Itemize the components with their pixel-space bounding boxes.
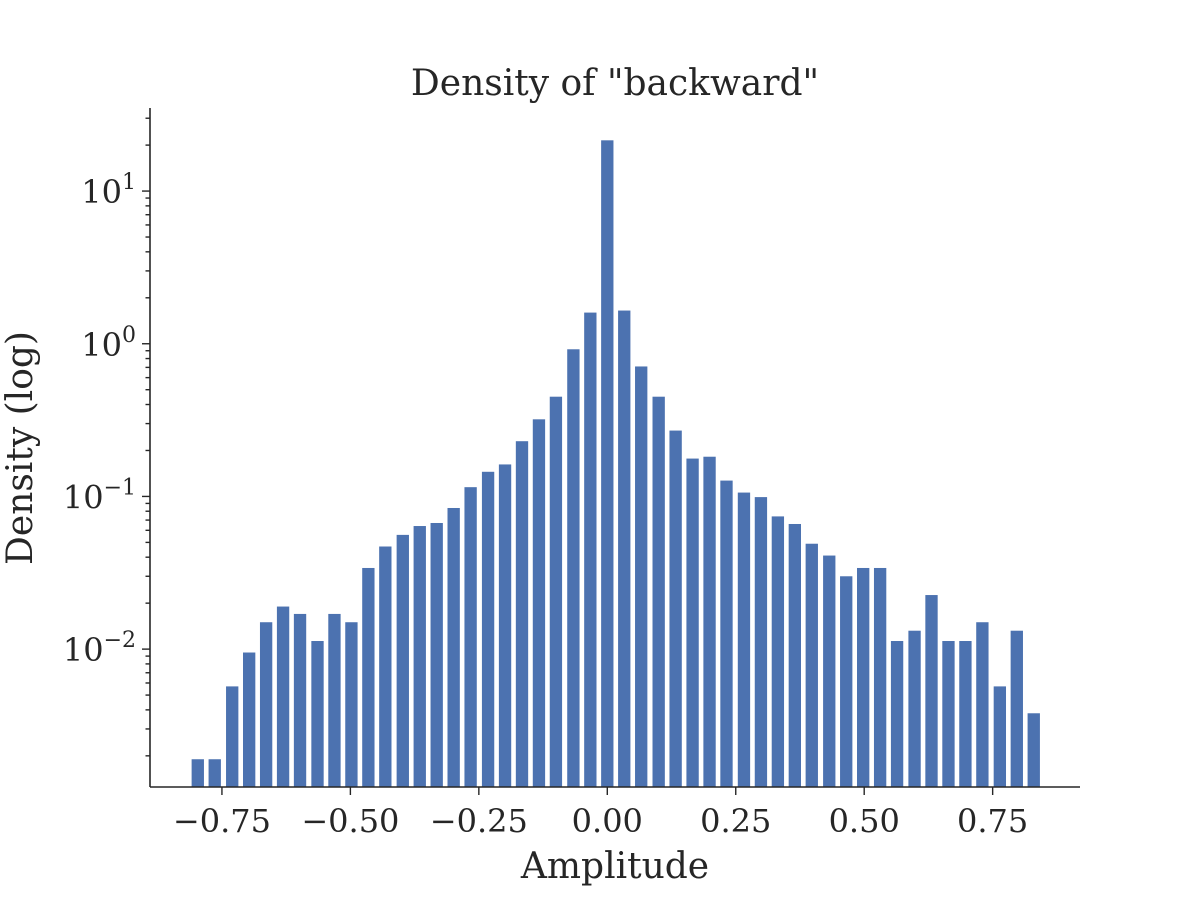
y-tick-label-exponent: 0: [122, 323, 136, 348]
histogram-bar: [430, 522, 443, 787]
x-tick-label: −0.25: [430, 802, 528, 840]
histogram-bar: [618, 310, 631, 787]
histogram-bar: [925, 595, 938, 787]
histogram-bar: [942, 641, 955, 787]
histogram-bar: [669, 430, 682, 787]
histogram-bar: [413, 526, 426, 787]
histogram-bar: [703, 456, 716, 787]
histogram-bar: [208, 759, 221, 787]
histogram-bar: [481, 471, 495, 787]
x-axis-label: Amplitude: [520, 846, 709, 887]
y-axis-label: Density (log): [0, 331, 41, 565]
histogram-bar: [873, 567, 887, 787]
histogram-bar: [754, 497, 768, 787]
y-tick-label: 10−1: [63, 475, 136, 516]
histogram-bar: [276, 606, 290, 787]
histogram-bar: [379, 546, 392, 787]
x-tick-label: −0.50: [301, 802, 399, 840]
histogram-bar: [908, 630, 921, 787]
histogram-bar: [823, 555, 836, 787]
histogram-bar: [515, 441, 529, 787]
bars-group: [191, 140, 1040, 787]
histogram-bar: [1027, 713, 1040, 787]
histogram-bar: [328, 613, 341, 787]
chart-title: Density of "backward": [411, 63, 819, 104]
x-axis-ticks: −0.75 −0.50 −0.25 0.00 0.25 0.50 0.75: [173, 787, 1028, 840]
histogram-bar: [567, 349, 580, 787]
histogram-bar: [549, 396, 563, 787]
histogram-bar: [293, 613, 307, 787]
histogram-bar: [191, 759, 204, 787]
histogram-bar: [1010, 630, 1023, 787]
x-tick-label: 0.25: [700, 802, 771, 840]
y-tick-label: 101: [81, 170, 136, 211]
x-tick-label: −0.75: [173, 802, 271, 840]
histogram-bar: [498, 464, 512, 787]
histogram-bar: [857, 567, 870, 787]
x-tick-label: 0.75: [957, 802, 1028, 840]
histogram-bar: [362, 567, 375, 787]
histogram-bar: [737, 492, 751, 787]
y-tick-label: 10−2: [63, 628, 136, 669]
histogram-bar: [890, 641, 904, 787]
histogram-bar: [584, 312, 597, 787]
histogram-bar: [345, 622, 358, 787]
histogram-bar: [788, 523, 801, 787]
y-tick-label-base: 10: [81, 326, 122, 364]
y-tick-label-base: 10: [63, 478, 104, 516]
histogram-bar: [226, 686, 239, 787]
x-tick-label: 0.00: [572, 802, 643, 840]
histogram-bar: [805, 543, 818, 787]
histogram-bar: [840, 576, 853, 787]
histogram-bar: [959, 641, 972, 787]
histogram-bar: [396, 534, 409, 787]
histogram-bar: [686, 458, 699, 787]
y-tick-label: 100: [81, 323, 136, 364]
histogram-bar: [720, 480, 733, 787]
histogram-bar: [259, 622, 273, 787]
histogram-bar: [311, 641, 324, 787]
histogram-bar: [635, 366, 648, 787]
histogram-bar: [532, 419, 546, 787]
histogram-bar: [652, 396, 665, 787]
y-tick-label-base: 10: [81, 173, 122, 211]
y-tick-label-exponent: −2: [104, 628, 136, 653]
histogram-bar: [993, 686, 1007, 787]
histogram-bar: [243, 652, 256, 787]
histogram-bar: [447, 507, 460, 787]
y-tick-label-exponent: 1: [122, 170, 136, 195]
x-tick-label: 0.50: [829, 802, 900, 840]
histogram-bar: [771, 516, 785, 787]
histogram-bar: [601, 140, 614, 787]
histogram-bar: [976, 622, 989, 787]
y-tick-label-exponent: −1: [104, 475, 136, 500]
histogram-bar: [464, 487, 477, 787]
y-tick-label-base: 10: [63, 631, 104, 669]
